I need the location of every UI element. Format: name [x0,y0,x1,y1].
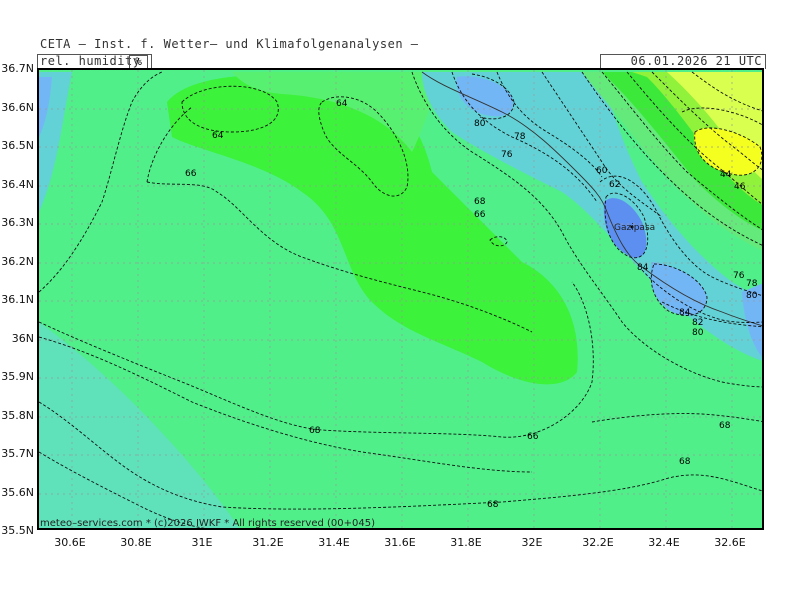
contour-label: 76 [733,271,745,281]
lon-label: 31.6E [384,536,416,549]
contour-label: 68 [487,500,499,510]
lon-label: 30.6E [54,536,86,549]
lon-label: 31E [191,536,213,549]
contour-label: 80 [746,291,758,301]
contour-label-layer: 64 64 66 68 66 80 78 76 60 62 84 44 46 7… [185,99,758,510]
lat-label: 36.1N [1,293,34,306]
rh-driest-core [693,128,762,176]
lon-label: 31.2E [252,536,284,549]
lon-label: 32.4E [648,536,680,549]
rh-band-sw [39,322,240,528]
contour-label: 80 [474,119,486,129]
town-marker [630,225,634,229]
humidity-map: 64 64 66 68 66 80 78 76 60 62 84 44 46 7… [37,68,764,530]
contour-label: 60 [596,166,608,176]
contour-label: 66 [474,210,486,220]
lat-label: 36.6N [1,101,34,114]
contour-label: 64 [212,131,224,141]
contour-label: 80 [692,328,704,338]
parameter-box [37,54,152,69]
coastline [421,71,762,327]
lat-label: 35.8N [1,409,34,422]
contour-label: 66 [527,432,539,442]
lat-label: 36.4N [1,178,34,191]
map-canvas: 64 64 66 68 66 80 78 76 60 62 84 44 46 7… [39,70,762,528]
rh-core-n [456,76,513,117]
contour-label: 76 [501,150,513,160]
lon-label: 32.6E [714,536,746,549]
rh-dry-interior [167,75,578,385]
town-label: Gazipasa [614,223,655,233]
lat-label: 36.7N [1,62,34,75]
lat-label: 35.5N [1,524,34,537]
contour-label: 84 [637,263,649,273]
lon-label: 30.8E [120,536,152,549]
lon-label: 32.2E [582,536,614,549]
chart-title: CETA – Inst. f. Wetter– und Klimafolgena… [40,37,419,51]
contour-label: 78 [514,132,526,142]
contour-label: 84 [679,308,691,318]
lon-label: 32E [521,536,543,549]
contour-label: 46 [734,182,746,192]
unit-label: % [129,55,148,69]
lat-label: 36N [11,332,34,345]
rh-core-e [742,283,762,358]
rh-core-gazipasa [603,198,647,258]
contour-label: 66 [185,169,197,179]
lat-label: 35.7N [1,447,34,460]
lat-label: 36.2N [1,255,34,268]
contour-label: 68 [309,426,321,436]
contour-label: 68 [719,421,731,431]
lat-label: 36.5N [1,139,34,152]
lat-label: 35.6N [1,486,34,499]
contour-lines [39,71,762,528]
rh-core-w [39,77,52,137]
credit-line: meteo–services.com * (c)2026 IWKF * All … [40,518,376,529]
date-box [600,54,766,69]
contour-label: 44 [720,170,732,180]
contour-label: 82 [692,318,703,328]
contour-label: 68 [474,197,486,207]
lat-label: 36.3N [1,216,34,229]
contour-label: 68 [679,457,691,467]
rh-core-se [650,262,707,316]
lat-label: 35.9N [1,370,34,383]
lon-label: 31.4E [318,536,350,549]
rh-band-n [232,72,442,152]
valid-time-label: 06.01.2026 21 UTC [630,54,762,68]
contour-label: 78 [746,279,758,289]
lon-label: 31.8E [450,536,482,549]
parameter-label: rel. humidity [40,54,141,68]
contour-label: 64 [336,99,348,109]
contour-label: 62 [609,180,620,190]
graticule [39,70,762,528]
